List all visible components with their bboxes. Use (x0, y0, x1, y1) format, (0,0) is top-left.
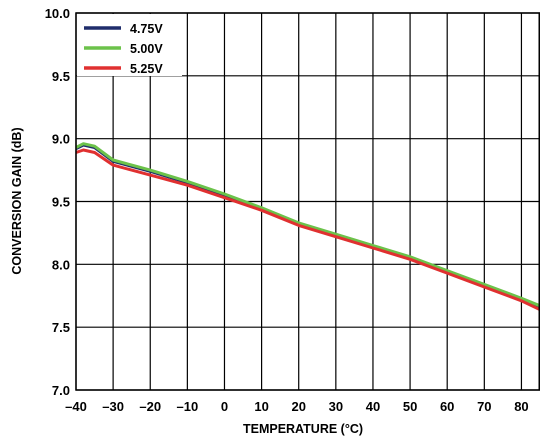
y-tick-label: 9.5 (52, 69, 70, 84)
legend-background (77, 14, 182, 76)
series-line-5.00V (75, 142, 540, 308)
legend-label: 5.25V (130, 62, 163, 76)
x-tick-label: 30 (329, 399, 343, 414)
x-tick-label: –10 (177, 399, 199, 414)
y-tick-label: 7.0 (52, 383, 70, 398)
x-tick-label: 0 (221, 399, 228, 414)
plot-frame (75, 12, 540, 391)
x-tick-label: –30 (102, 399, 124, 414)
y-axis-title: CONVERSION GAIN (dB) (10, 127, 24, 274)
legend-label: 5.00V (130, 42, 163, 56)
x-tick-label: 60 (440, 399, 454, 414)
x-tick-label: 70 (477, 399, 491, 414)
x-tick-label: 20 (291, 399, 305, 414)
plot-border (75, 12, 540, 391)
x-tick-label: –40 (65, 399, 87, 414)
legend-label: 4.75V (130, 22, 163, 36)
series-layer (75, 142, 540, 311)
y-tick-label: 8.0 (52, 257, 70, 272)
series-line-5.25V (75, 148, 540, 311)
x-tick-label: 40 (366, 399, 380, 414)
x-tick-label: 80 (514, 399, 528, 414)
y-tick-label: 9.5 (52, 195, 70, 210)
x-axis-title: TEMPERATURE (°C) (243, 422, 363, 436)
legend: 4.75V 5.00V 5.25V (77, 14, 182, 76)
y-tick-label: 10.0 (45, 6, 70, 21)
x-tick-label: 10 (254, 399, 268, 414)
y-tick-label: 7.5 (52, 320, 70, 335)
tick-labels: –40 –30 –20 –10 0 10 20 30 40 50 60 70 80 10.0 9.5 9.0 9… (45, 6, 529, 414)
x-tick-label: –20 (139, 399, 161, 414)
y-tick-label: 9.0 (52, 132, 70, 147)
x-tick-label: 50 (403, 399, 417, 414)
